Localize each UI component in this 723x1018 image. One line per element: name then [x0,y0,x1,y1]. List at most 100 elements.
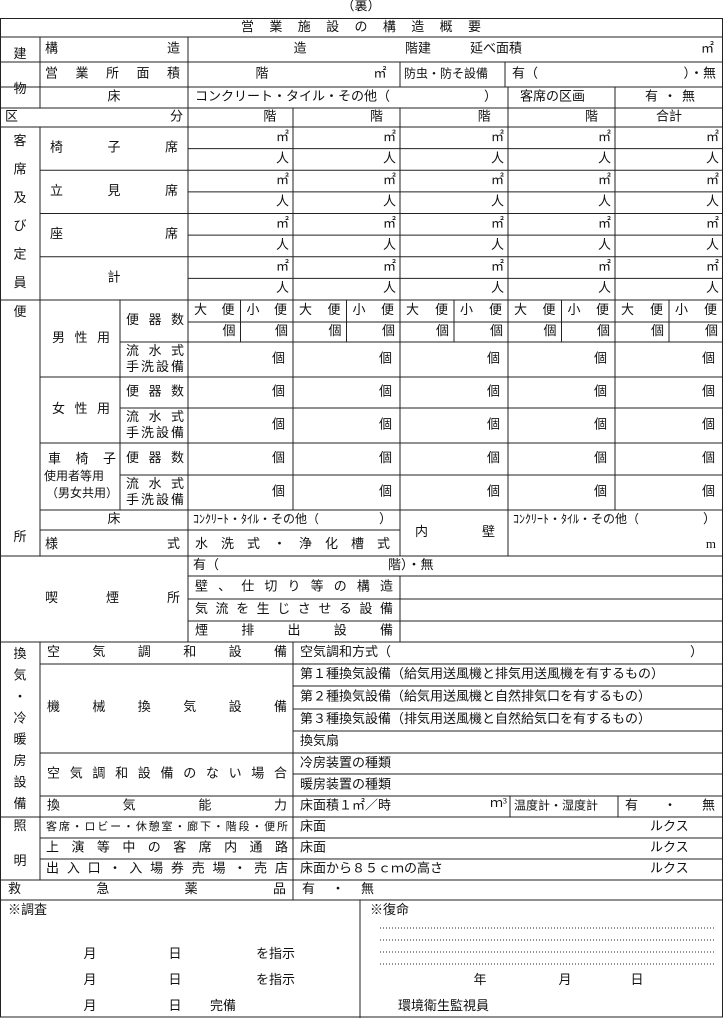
label: 合計 [656,108,682,123]
unit: ㎡ [276,215,289,230]
unit: 個 [272,450,285,465]
label: ） [703,511,716,526]
unit: 個 [702,350,715,365]
label: 出入口・入場券売場・売店 [46,860,288,875]
label: 有・無 [625,797,715,812]
label: 有・無 [645,88,695,103]
unit: 人 [491,194,504,209]
label: 喫煙所 [45,590,180,605]
label: ｍ³ [490,795,507,810]
label: 床面 [300,839,326,854]
label: m [706,536,716,551]
label: 椅子席 [50,140,178,155]
section-label: 及 [13,190,26,205]
section-label: 備 [13,796,26,811]
unit: 人 [706,194,719,209]
section-label: 気 [13,667,26,682]
unit: 個 [594,483,607,498]
unit: ㎡ [598,129,611,144]
label: ルクス [650,839,689,854]
label: 換気扇 [300,733,339,748]
unit: 個 [222,323,235,338]
label: ） [690,644,703,659]
label: を指示 [256,946,295,961]
unit: ㎡ [706,215,719,230]
label: 内壁 [415,524,495,539]
label: 壁、仕切り等の構造 [195,578,393,593]
unit: 個 [594,450,607,465]
label: 環境衛生監視員 [398,998,489,1013]
unit: ㎡ [598,172,611,187]
unit: 人 [383,194,396,209]
section-label: 建 [13,46,26,61]
unit: 個 [379,450,392,465]
label: 大便 [621,302,663,317]
label: 上演等中の客席内通路 [46,839,288,854]
unit: 個 [379,416,392,431]
label: 大便 [194,302,235,317]
unit: 個 [702,416,715,431]
section-label: 換 [13,646,26,661]
label: 手洗設備 [126,359,184,374]
section-label: 物 [13,81,26,96]
unit: 人 [706,237,719,252]
label: 空気調和設備 [47,644,287,659]
label: 月 [558,972,571,987]
unit: 人 [598,280,611,295]
unit: ㎡ [276,172,289,187]
label: 床面積１㎡／時 [300,797,391,812]
section-label: 客 [13,133,26,148]
unit: 人 [598,237,611,252]
label: 階建 [405,40,431,55]
label: 区分 [5,108,183,123]
unit: 個 [487,350,500,365]
label: 延べ面積 [470,40,522,55]
label: 床面 [300,818,326,833]
unit: 個 [597,323,610,338]
section-label: 設 [13,775,26,790]
label: ㎡ [701,40,714,55]
label: 流水式 [126,476,184,491]
unit: 個 [487,483,500,498]
unit: 人 [598,194,611,209]
unit: 個 [702,483,715,498]
label: 空気調和設備のない場合 [47,765,287,780]
label: 有・無 [302,881,374,896]
label: 月 [83,998,96,1013]
unit: ㎡ [491,129,504,144]
label: 大便 [514,302,556,317]
label: 水洗式・浄化槽式 [195,536,390,551]
label: 日 [168,946,181,961]
title: 営業施設の構造概要 [241,19,481,34]
label: 便器数 [126,383,184,398]
label: 冷房装置の種類 [300,755,391,770]
unit: 個 [272,350,285,365]
label: 小便 [460,302,502,317]
label: 便器数 [126,312,184,327]
label: 小便 [353,302,395,317]
section-label: び [13,218,26,233]
label: 客席の区画 [520,88,585,103]
label: 機械換気設備 [47,699,287,714]
section-label: ・ [13,689,26,704]
label: ルクス [650,818,689,833]
unit: ㎡ [276,129,289,144]
unit: 個 [490,323,503,338]
label: ルクス [650,860,689,875]
label: 階 [263,108,276,123]
section-label: 明 [13,853,26,868]
label: 年 [473,972,486,987]
label: 日 [630,972,643,987]
label: 小便 [568,302,610,317]
unit: 人 [383,150,396,165]
label: 階）・無 [388,557,434,572]
unit: 人 [491,150,504,165]
section-label: 定 [13,247,26,262]
unit: 人 [383,280,396,295]
label: 温度計・湿度計 [514,797,598,812]
label: 造 [293,40,306,55]
label: 大便 [406,302,448,317]
label: ）・無 [683,65,716,80]
label: 階 [478,108,491,123]
